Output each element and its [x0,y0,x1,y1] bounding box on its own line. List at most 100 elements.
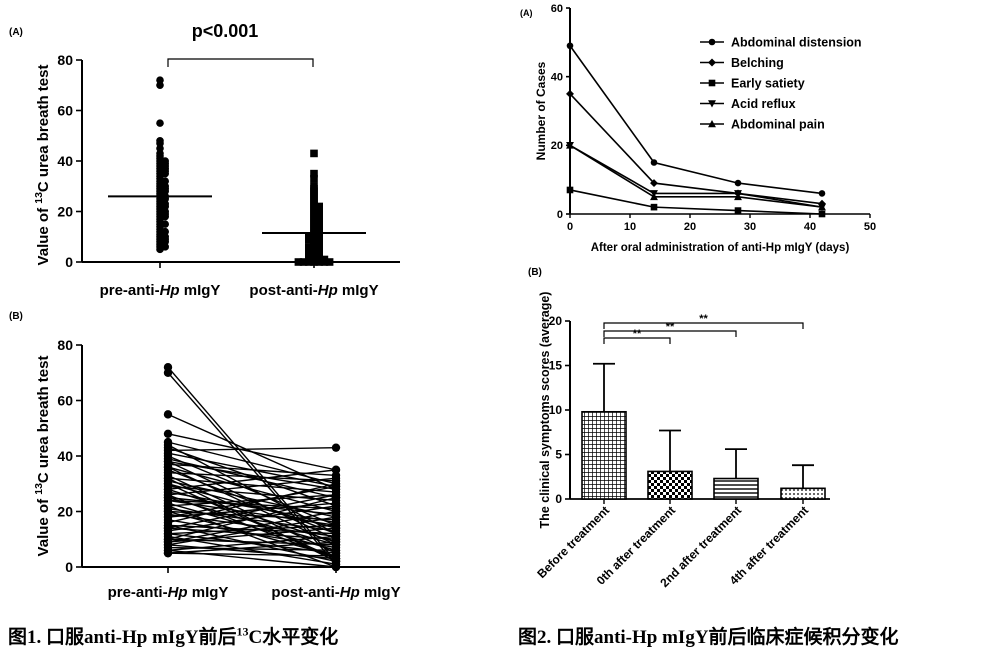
significance-bracket [167,58,314,67]
x-tick-label: 10 [624,221,636,233]
legend-label: Early satiety [731,77,805,91]
data-point [315,258,323,266]
pair-line [167,535,337,565]
x-tick-label: 20 [684,221,696,233]
data-point [818,203,826,211]
significance-bracket [603,322,804,329]
data-point-post [331,507,341,516]
x-tick-label: 0 [567,221,573,233]
data-point-pre [163,523,173,533]
data-point [566,186,574,194]
pair-line [167,499,337,510]
data-point [156,81,164,90]
x-category-label: post-anti-Hp mIgY [249,282,378,299]
chart-breath-test-scatter: 0 20 40 60 80 (A) p<0.001 Value of 13C urea bre… [9,21,400,299]
data-point [650,203,658,211]
data-point-post [331,529,341,538]
x-category-label: pre-anti-Hp mIgY [100,282,221,299]
pair-line [167,366,337,562]
data-point-post [331,540,341,549]
data-point [315,207,323,216]
figure1-caption: 图1. 口服anti-Hp mIgY前后13C水平变化 [8,622,338,649]
data-point-post [331,554,341,563]
data-point [305,258,313,266]
pair-line [167,441,337,485]
pair-line [167,469,337,490]
pair-line [167,527,337,540]
y-tick-label: 40 [551,72,563,84]
data-point [734,192,742,201]
panel-label: (B) [9,311,23,322]
data-point-post [331,490,341,500]
x-tick-label: 30 [744,221,756,233]
data-point-post [331,562,341,572]
x-tick-label: 50 [864,221,876,233]
series-line [569,144,823,208]
figure1-caption-suffix: C水平变化 [248,627,339,648]
legend-marker [708,120,716,128]
pair-line [167,494,337,529]
y-tick-label: 20 [57,503,73,519]
legend-marker [708,100,716,108]
legend-label: Abdominal pain [731,118,825,132]
pair-line [167,491,337,524]
data-point [650,179,658,188]
y-tick-label: 0 [557,209,563,221]
pair-line [167,460,337,490]
significance-label: ** [699,313,708,325]
significance-bracket [603,337,671,344]
x-category-label: post-anti-Hp mIgY [271,584,400,601]
panel-label: (A) [520,8,533,18]
pair-line [167,502,337,518]
bar [647,470,693,500]
data-point [315,215,323,223]
bar [780,487,826,500]
legend-label: Abdominal distension [731,36,862,50]
y-axis-label: The clinical symptoms scores (average) [538,292,552,529]
data-point-post [331,521,341,530]
data-point-pre [163,501,173,511]
data-point [156,119,164,127]
data-point [310,169,318,178]
data-point-pre [163,368,173,377]
panel-label: (B) [528,267,542,278]
data-point-pre [163,512,173,522]
figure1-caption-sup: 13 [236,624,249,639]
pair-line [167,535,337,552]
data-point [320,258,329,266]
data-point [294,258,303,266]
y-tick-label: 40 [57,153,73,169]
pair-line [167,485,337,518]
pair-line [167,499,337,527]
series-line [569,93,823,205]
data-point [566,141,574,149]
panel-label: (A) [9,27,23,38]
data-point [734,207,742,214]
pair-line [167,505,337,568]
pair-line [167,471,337,482]
y-tick-label: 60 [551,3,563,15]
chart-breath-test-paired: 0 20 40 60 80 (B) Value of 13C urea breath tes… [9,311,401,601]
legend-label: Belching [731,56,784,70]
data-point-pre [163,490,173,500]
data-point [310,258,318,266]
y-axis-label: Value of 13C urea breath test [33,356,52,557]
data-point [818,210,826,218]
pair-line [167,466,337,546]
data-point [315,202,323,211]
series-line [569,45,823,195]
data-point-pre [163,462,173,472]
bar [581,410,627,500]
pair-line [167,541,337,554]
data-point [305,235,313,244]
data-point-pre [163,429,173,438]
y-tick-label: 20 [551,140,563,152]
data-point [156,245,164,254]
legend-label: Acid reflux [731,97,796,111]
x-tick-label: 40 [804,221,816,233]
y-tick-label: 10 [549,403,563,417]
data-point [734,179,742,187]
significance-label: ** [633,328,642,340]
y-tick-label: 15 [549,359,563,373]
